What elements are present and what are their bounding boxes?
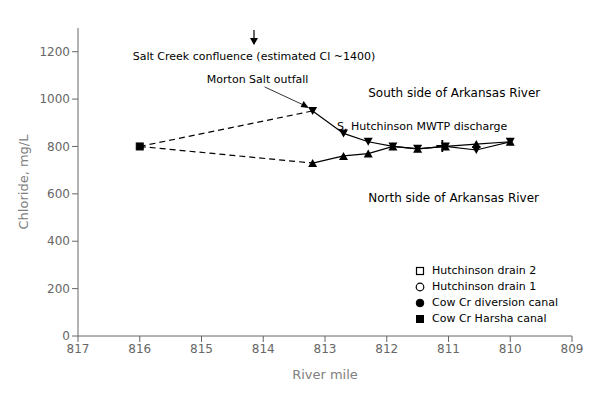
svg-text:0: 0 bbox=[62, 329, 70, 343]
svg-text:1200: 1200 bbox=[39, 45, 70, 59]
svg-text:North side of Arkansas River: North side of Arkansas River bbox=[368, 191, 539, 205]
svg-text:Chloride, mg/L: Chloride, mg/L bbox=[16, 134, 31, 230]
svg-text:1000: 1000 bbox=[39, 92, 70, 106]
svg-text:809: 809 bbox=[561, 342, 584, 356]
svg-text:South side of Arkansas River: South side of Arkansas River bbox=[368, 86, 540, 100]
html-text:Cow Cr Harsha canal: Cow Cr Harsha canal bbox=[432, 312, 547, 325]
svg-text:400: 400 bbox=[47, 234, 70, 248]
svg-text:River mile: River mile bbox=[292, 367, 358, 382]
svg-text:817: 817 bbox=[67, 342, 90, 356]
html-text:Hutchinson drain 1: Hutchinson drain 1 bbox=[432, 280, 537, 293]
svg-text:816: 816 bbox=[128, 342, 151, 356]
svg-text:812: 812 bbox=[375, 342, 398, 356]
svg-text:815: 815 bbox=[190, 342, 213, 356]
svg-text:S. Hutchinson MWTP discharge: S. Hutchinson MWTP discharge bbox=[337, 120, 508, 133]
svg-text:810: 810 bbox=[499, 342, 522, 356]
svg-text:800: 800 bbox=[47, 140, 70, 154]
svg-text:Salt Creek confluence (estimat: Salt Creek confluence (estimated Cl ~140… bbox=[133, 50, 376, 63]
svg-text:200: 200 bbox=[47, 282, 70, 296]
svg-text:Morton Salt outfall: Morton Salt outfall bbox=[207, 73, 309, 86]
svg-text:813: 813 bbox=[314, 342, 337, 356]
html-text:Cow Cr diversion canal: Cow Cr diversion canal bbox=[432, 296, 558, 309]
svg-text:600: 600 bbox=[47, 187, 70, 201]
svg-text:811: 811 bbox=[437, 342, 460, 356]
svg-text:814: 814 bbox=[252, 342, 275, 356]
html-text:Hutchinson drain 2: Hutchinson drain 2 bbox=[432, 264, 537, 277]
